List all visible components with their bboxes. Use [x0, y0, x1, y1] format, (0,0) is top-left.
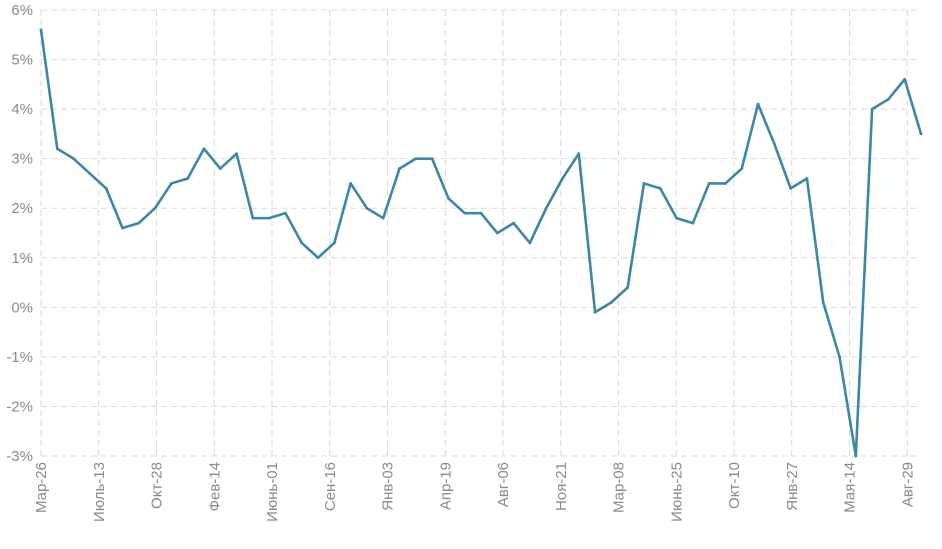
y-tick-label: -2% — [6, 398, 33, 415]
data-point — [104, 187, 108, 190]
data-point — [463, 211, 467, 215]
data-point — [724, 182, 727, 185]
data-point — [267, 216, 271, 220]
data-point — [447, 196, 450, 200]
grid-lines — [40, 9, 921, 457]
x-tick-label: Янв-03 — [380, 462, 397, 511]
data-point — [544, 206, 548, 210]
series-line — [39, 28, 923, 458]
data-point — [626, 286, 630, 289]
data-point — [186, 177, 190, 180]
data-point — [642, 182, 646, 185]
data-point — [235, 152, 238, 156]
data-point — [789, 187, 793, 190]
data-point — [398, 167, 401, 170]
x-tick-label: Июнь-25 — [668, 462, 685, 522]
data-point — [870, 107, 874, 111]
y-tick-label: -3% — [6, 448, 33, 465]
x-tick-label: Авг-06 — [495, 462, 512, 507]
y-tick-label: 1% — [11, 250, 33, 267]
y-tick-label: 2% — [11, 200, 33, 217]
data-point — [153, 206, 157, 210]
x-tick-label: Июль-13 — [91, 462, 108, 522]
data-point — [593, 310, 597, 314]
x-tick-label: Окт-28 — [149, 462, 166, 509]
y-tick-label: 3% — [11, 151, 33, 168]
data-point — [72, 157, 75, 161]
x-tick-label: Ноя-21 — [553, 462, 570, 511]
data-point — [577, 152, 581, 156]
data-point — [202, 147, 206, 151]
data-point — [430, 157, 434, 161]
x-tick-label: Сен-16 — [322, 462, 339, 511]
data-point — [740, 167, 744, 170]
data-point — [169, 182, 173, 185]
y-axis-tick-labels: -3% -2% -1% 0% 1% 2% 3% 4% 5% 6% — [6, 2, 33, 465]
x-tick-label: Фев-14 — [206, 462, 223, 511]
data-point — [691, 221, 695, 225]
data-point — [381, 216, 385, 220]
series-group — [39, 28, 923, 458]
data-point — [55, 147, 59, 151]
x-tick-label: Окт-10 — [726, 462, 743, 509]
data-point — [512, 221, 515, 225]
y-tick-label: -1% — [6, 349, 33, 366]
x-tick-label: Апр-19 — [437, 462, 454, 510]
data-point — [838, 355, 841, 359]
data-point — [887, 97, 890, 101]
data-point — [805, 177, 809, 180]
data-point — [528, 241, 532, 245]
x-tick-label: Авг-29 — [899, 462, 916, 507]
data-point — [300, 241, 304, 245]
data-point — [251, 216, 255, 220]
data-point — [332, 241, 336, 245]
x-tick-label: Мая-14 — [842, 462, 859, 513]
data-point — [772, 142, 776, 146]
data-point — [903, 77, 907, 81]
data-point — [218, 167, 222, 170]
data-point — [495, 231, 499, 235]
data-point — [121, 226, 124, 230]
data-point — [316, 256, 320, 260]
data-point — [821, 300, 825, 304]
x-axis-tick-labels: Мар-26 Июль-13 Окт-28 Фев-14 Июнь-01 Сен-16 Ян… — [33, 462, 916, 522]
y-tick-label: 0% — [11, 299, 33, 316]
data-point — [365, 206, 369, 210]
x-tick-label: Мар-26 — [33, 462, 50, 513]
data-point — [479, 211, 483, 215]
y-tick-label: 6% — [11, 2, 33, 19]
y-tick-label: 5% — [11, 52, 33, 69]
data-point — [88, 172, 92, 175]
data-point — [414, 157, 418, 161]
data-point — [561, 177, 564, 180]
x-tick-label: Янв-27 — [784, 462, 801, 511]
data-point — [675, 216, 678, 220]
data-point — [609, 300, 613, 304]
data-point — [349, 182, 353, 185]
data-point — [707, 182, 711, 185]
data-point — [658, 187, 662, 190]
data-point — [854, 454, 858, 458]
x-tick-label: Мар-08 — [611, 462, 628, 513]
x-tick-label: Июнь-01 — [264, 462, 281, 522]
data-point — [39, 28, 43, 32]
data-point — [137, 221, 141, 225]
data-point — [919, 132, 923, 136]
data-point — [756, 102, 760, 106]
y-tick-label: 4% — [11, 101, 33, 118]
data-point — [284, 211, 287, 215]
